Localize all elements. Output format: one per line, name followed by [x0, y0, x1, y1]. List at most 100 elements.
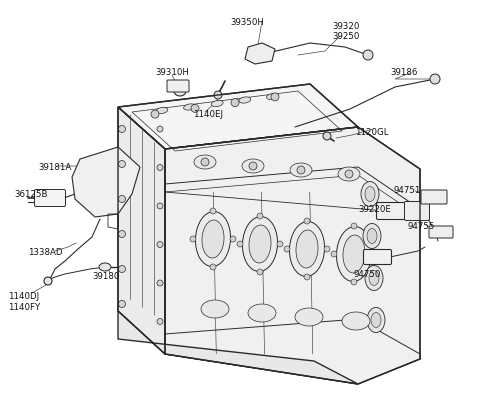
FancyBboxPatch shape	[429, 226, 453, 238]
Circle shape	[151, 111, 159, 119]
Text: 39250: 39250	[332, 32, 360, 41]
Circle shape	[331, 252, 337, 257]
Circle shape	[297, 166, 305, 175]
Ellipse shape	[338, 168, 360, 182]
Circle shape	[237, 242, 243, 247]
Circle shape	[157, 165, 163, 171]
Circle shape	[345, 171, 353, 178]
Ellipse shape	[361, 182, 379, 207]
FancyBboxPatch shape	[35, 190, 65, 207]
FancyBboxPatch shape	[167, 81, 189, 93]
Ellipse shape	[290, 164, 312, 178]
FancyBboxPatch shape	[405, 202, 430, 221]
Ellipse shape	[239, 97, 251, 104]
Circle shape	[119, 301, 125, 308]
Circle shape	[231, 100, 239, 107]
Circle shape	[190, 236, 196, 242]
Ellipse shape	[365, 187, 375, 202]
Text: 94750: 94750	[353, 269, 380, 278]
Ellipse shape	[174, 87, 186, 97]
Circle shape	[157, 242, 163, 248]
Ellipse shape	[184, 104, 195, 111]
Ellipse shape	[342, 312, 370, 330]
Polygon shape	[118, 85, 358, 150]
Circle shape	[119, 161, 125, 168]
Circle shape	[304, 274, 310, 280]
Circle shape	[157, 319, 163, 325]
Circle shape	[201, 159, 209, 166]
Circle shape	[304, 218, 310, 224]
Circle shape	[210, 264, 216, 271]
Polygon shape	[118, 311, 358, 384]
Ellipse shape	[363, 224, 381, 249]
Circle shape	[277, 242, 283, 247]
Ellipse shape	[242, 217, 277, 272]
Text: 94755: 94755	[408, 221, 435, 230]
Ellipse shape	[44, 277, 52, 285]
Polygon shape	[245, 44, 275, 65]
Text: 1140FY: 1140FY	[8, 302, 40, 311]
Ellipse shape	[211, 101, 223, 107]
FancyBboxPatch shape	[421, 190, 447, 204]
Ellipse shape	[369, 271, 379, 286]
Text: 36125B: 36125B	[14, 190, 48, 199]
FancyBboxPatch shape	[376, 203, 408, 220]
Text: 1140DJ: 1140DJ	[8, 291, 39, 300]
Text: 39181A: 39181A	[38, 163, 71, 171]
Circle shape	[324, 247, 330, 252]
Circle shape	[351, 279, 357, 285]
Text: 1120GL: 1120GL	[355, 128, 388, 137]
Text: 94751: 94751	[393, 185, 420, 195]
Circle shape	[363, 51, 373, 61]
Ellipse shape	[202, 221, 224, 259]
Circle shape	[249, 163, 257, 171]
Polygon shape	[118, 108, 165, 354]
Circle shape	[119, 126, 125, 133]
Circle shape	[157, 204, 163, 209]
Ellipse shape	[296, 230, 318, 268]
Ellipse shape	[289, 222, 324, 277]
Ellipse shape	[194, 156, 216, 170]
Circle shape	[430, 75, 440, 85]
FancyBboxPatch shape	[363, 250, 392, 265]
Circle shape	[230, 236, 236, 242]
Ellipse shape	[295, 308, 323, 326]
Text: 39310H: 39310H	[155, 68, 189, 77]
Circle shape	[157, 280, 163, 286]
Circle shape	[257, 269, 263, 275]
Circle shape	[214, 92, 222, 100]
Circle shape	[157, 127, 163, 133]
Text: 39186: 39186	[390, 68, 418, 77]
Circle shape	[210, 209, 216, 214]
Circle shape	[323, 133, 331, 141]
Ellipse shape	[367, 308, 385, 333]
Circle shape	[119, 231, 125, 238]
Circle shape	[371, 252, 377, 257]
Circle shape	[271, 94, 279, 102]
Text: 1140EJ: 1140EJ	[193, 110, 223, 119]
Ellipse shape	[99, 263, 111, 271]
Text: 39350H: 39350H	[230, 18, 264, 27]
Text: 39180: 39180	[92, 271, 120, 280]
Ellipse shape	[156, 108, 168, 114]
Text: 39320: 39320	[332, 22, 360, 31]
Ellipse shape	[336, 227, 372, 282]
Ellipse shape	[249, 225, 271, 263]
Circle shape	[284, 247, 290, 252]
Ellipse shape	[365, 266, 383, 291]
Circle shape	[191, 105, 199, 113]
Ellipse shape	[195, 212, 230, 267]
Ellipse shape	[371, 313, 381, 328]
Ellipse shape	[266, 94, 278, 100]
Text: 39220E: 39220E	[358, 204, 391, 214]
Ellipse shape	[201, 300, 229, 318]
Polygon shape	[165, 128, 420, 384]
Ellipse shape	[242, 159, 264, 173]
Circle shape	[119, 266, 125, 273]
Circle shape	[351, 223, 357, 230]
Polygon shape	[72, 147, 140, 218]
Circle shape	[257, 214, 263, 219]
Ellipse shape	[248, 304, 276, 322]
Ellipse shape	[343, 235, 365, 273]
Ellipse shape	[367, 229, 377, 244]
